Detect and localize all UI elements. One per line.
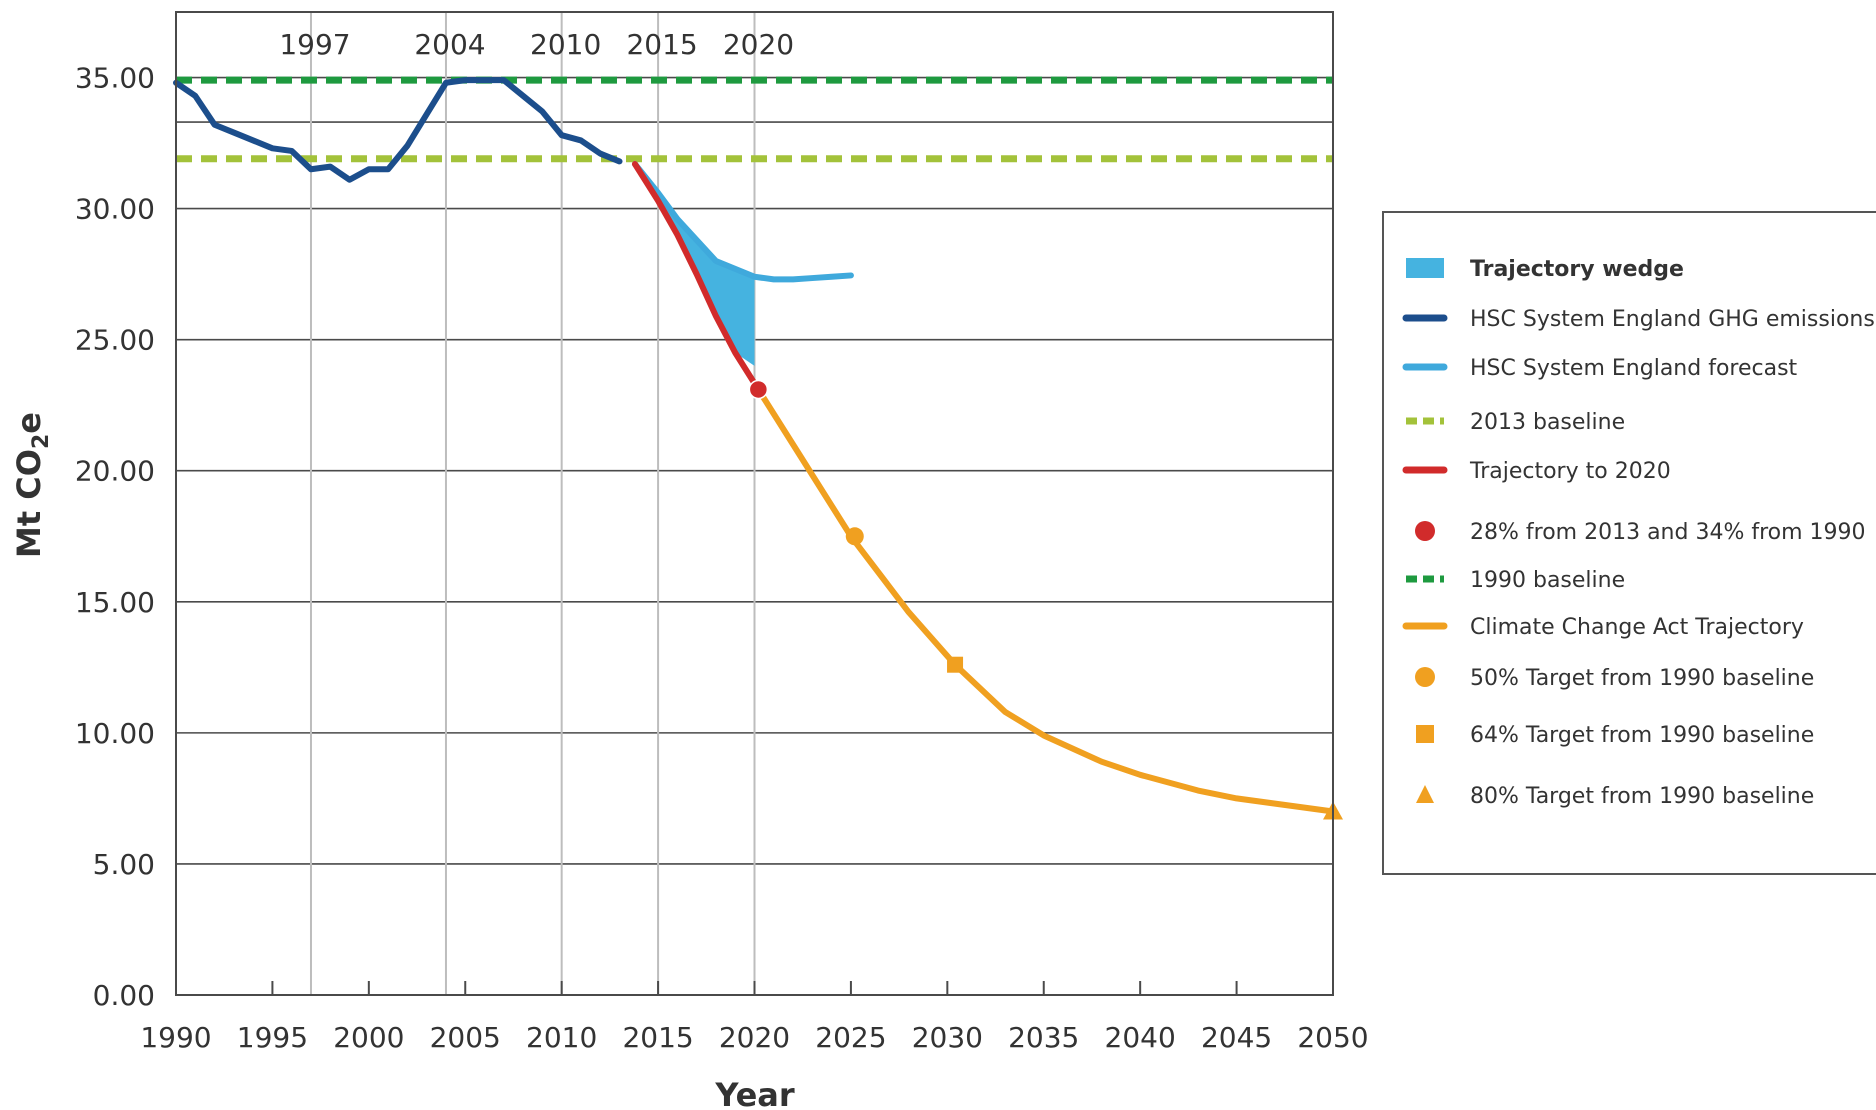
y-tick-label: 35.00 — [75, 62, 155, 95]
y-axis-title-suffix: e — [10, 412, 48, 434]
wedge-layer — [652, 192, 755, 366]
legend-swatch-circle — [1415, 667, 1435, 687]
x-tick-label: 2010 — [526, 1021, 597, 1054]
y-tick-label: 10.00 — [75, 717, 155, 750]
y-tick-label: 0.00 — [93, 979, 155, 1012]
axis-layer: 1990 1995 2000 2005 2010 2015 2020 2025 2030 2035… — [75, 11, 1369, 1054]
legend-label: Trajectory to 2020 — [1469, 459, 1671, 484]
legend-label: 1990 baseline — [1470, 568, 1625, 593]
legend-label: 64% Target from 1990 baseline — [1470, 723, 1814, 748]
series-hsc-system-england-forecast — [631, 161, 854, 283]
legend-label: 2013 baseline — [1470, 410, 1625, 435]
top-year-label: 2004 — [414, 28, 485, 61]
top-year-label: 2010 — [530, 28, 601, 61]
x-tick-label: 2035 — [1008, 1021, 1079, 1054]
grid-layer: 1997 2004 2010 2015 2020 — [176, 12, 1333, 996]
marker-circle — [748, 379, 769, 400]
y-tick-label: 5.00 — [93, 848, 155, 881]
x-tick-label: 2015 — [622, 1021, 693, 1054]
y-tick-label: 30.00 — [75, 193, 155, 226]
legend: Trajectory wedge HSC System England GHG e… — [1382, 211, 1876, 875]
y-axis-title-text: Mt CO2e — [10, 412, 54, 558]
x-axis-title: Year — [714, 1076, 795, 1110]
x-tick-label: 1995 — [237, 1021, 308, 1054]
legend-label: 50% Target from 1990 baseline — [1470, 666, 1814, 691]
marker-square — [947, 656, 964, 673]
legend-swatch-circle — [1415, 521, 1435, 541]
y-tick-label: 15.00 — [75, 586, 155, 619]
x-tick-label: 2025 — [815, 1021, 886, 1054]
series-climate-change-act-trajectory — [755, 386, 1336, 815]
y-axis-title: Mt CO2e — [10, 412, 54, 558]
marker-circle — [845, 527, 864, 546]
x-tick-label: 2000 — [333, 1021, 404, 1054]
x-tick-label: 1990 — [140, 1021, 211, 1054]
x-tick-label: 2045 — [1201, 1021, 1272, 1054]
legend-swatch-square — [1416, 725, 1434, 743]
trajectory-wedge — [652, 192, 755, 366]
x-tick-label: 2030 — [912, 1021, 983, 1054]
marker-layer — [748, 379, 1343, 820]
x-tick-label: 2040 — [1105, 1021, 1176, 1054]
legend-swatch-triangle — [1416, 785, 1434, 803]
top-year-label: 1997 — [279, 28, 350, 61]
legend-swatch-wedge — [1406, 258, 1444, 278]
legend-label: 80% Target from 1990 baseline — [1470, 784, 1814, 809]
top-year-label: 2015 — [626, 28, 697, 61]
x-tick-label: 2050 — [1297, 1021, 1368, 1054]
legend-label: Climate Change Act Trajectory — [1470, 615, 1804, 640]
x-tick-label: 2020 — [719, 1021, 790, 1054]
legend-label: Trajectory wedge — [1470, 257, 1684, 282]
legend-label: HSC System England forecast — [1470, 356, 1798, 381]
legend-box — [1382, 211, 1876, 875]
y-tick-label: 20.00 — [75, 455, 155, 488]
y-tick-label: 25.00 — [75, 324, 155, 357]
legend-label: 28% from 2013 and 34% from 1990 — [1470, 520, 1866, 545]
x-tick-label: 2005 — [430, 1021, 501, 1054]
series-hsc-system-england-ghg-emissions — [173, 77, 623, 183]
y-axis-title-main: Mt CO — [10, 449, 48, 558]
legend-label: HSC System England GHG emissions — [1470, 307, 1875, 332]
top-year-label: 2020 — [723, 28, 794, 61]
series-trajectory-to-2020 — [631, 161, 762, 393]
y-axis-title-subscript: 2 — [29, 434, 54, 449]
